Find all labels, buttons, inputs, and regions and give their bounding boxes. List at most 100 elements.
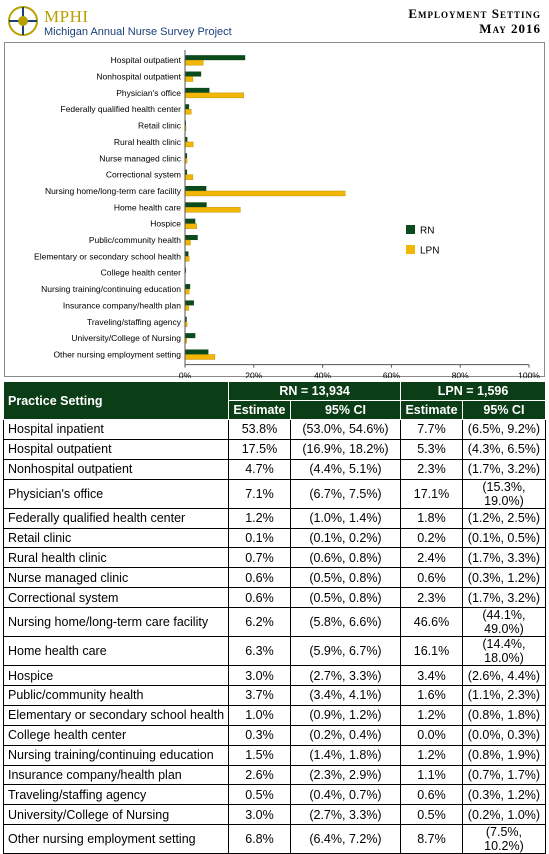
- bar-lpn: [184, 223, 197, 229]
- cell-lpn-estimate: 0.2%: [400, 527, 463, 549]
- cell-lpn-estimate: 16.1%: [400, 636, 463, 667]
- x-tick-label: 0%: [179, 371, 192, 378]
- legend-swatch-rn: [406, 225, 415, 234]
- table-row: Nursing home/long-term care facility 6.2%…: [2, 607, 547, 638]
- cell-rn-estimate: 0.6%: [228, 587, 291, 609]
- bar-lpn: [184, 141, 194, 148]
- table-row: Retail clinic 0.1% (0.1%, 0.2%) 0.2% (0.1%, …: [2, 527, 547, 549]
- col-group-lpn: LPN = 1,596: [400, 381, 546, 401]
- bar-rn: [185, 136, 188, 142]
- cell-lpn-estimate: 46.6%: [400, 607, 463, 638]
- category-label: University/College of Nursing: [71, 333, 181, 343]
- cell-lpn-ci: (1.7%, 3.3%): [461, 547, 547, 569]
- cell-lpn-estimate: 5.3%: [400, 438, 463, 460]
- cell-setting: Insurance company/health plan: [2, 764, 230, 786]
- table-row: Nurse managed clinic 0.6% (0.5%, 0.8%) 0.6%…: [2, 567, 547, 589]
- cell-setting: Nursing training/continuing education: [2, 744, 230, 766]
- x-tick-label: 20%: [245, 371, 262, 378]
- cell-setting: Federally qualified health center: [2, 507, 230, 529]
- cell-rn-ci: (53.0%, 54.6%): [289, 419, 402, 440]
- cell-setting: Physician's office: [2, 478, 230, 509]
- cell-lpn-ci: (6.5%, 9.2%): [461, 419, 547, 440]
- page-title: Employment Setting May 2016: [408, 6, 541, 36]
- cell-lpn-ci: (14.4%, 18.0%): [461, 636, 547, 667]
- table-row: Correctional system 0.6% (0.5%, 0.8%) 2.3%(…: [2, 587, 547, 609]
- bar-lpn: [184, 92, 245, 99]
- cell-rn-ci: (0.9%, 1.2%): [289, 704, 402, 726]
- bar-lpn: [184, 207, 241, 213]
- cell-rn-ci: (0.5%, 0.8%): [289, 567, 402, 589]
- cell-lpn-ci: (1.7%, 3.2%): [461, 587, 547, 609]
- cell-rn-estimate: 1.2%: [228, 507, 291, 529]
- cell-setting: Hospital outpatient: [2, 438, 230, 460]
- logo-subtitle: Michigan Annual Nurse Survey Project: [44, 26, 232, 38]
- category-label: Traveling/staffing agency: [87, 317, 182, 327]
- cell-rn-ci: (2.7%, 3.3%): [289, 665, 402, 687]
- cell-rn-ci: (5.8%, 6.6%): [289, 607, 402, 638]
- col-header-setting: Practice Setting: [2, 381, 230, 420]
- cell-lpn-ci: (0.7%, 1.7%): [461, 764, 547, 786]
- table-row: Hospital inpatient 53.8% (53.0%, 54.6%) 7.7…: [2, 419, 547, 440]
- cell-rn-ci: (3.4%, 4.1%): [289, 685, 402, 706]
- cell-setting: Correctional system: [2, 587, 230, 609]
- cell-setting: Public/community health: [2, 685, 230, 706]
- cell-rn-estimate: 6.3%: [228, 636, 291, 667]
- cell-lpn-estimate: 1.2%: [400, 744, 463, 766]
- cell-setting: College health center: [2, 724, 230, 746]
- cell-rn-ci: (4.4%, 5.1%): [289, 458, 402, 480]
- table-row: Home health care 6.3% (5.9%, 6.7%) 16.1% (14…: [2, 636, 547, 667]
- table-row: Hospital outpatient 17.5% (16.9%, 18.2%) 5.…: [2, 438, 547, 460]
- cell-setting: Nurse managed clinic: [2, 567, 230, 589]
- x-tick-label: 100%: [518, 371, 540, 378]
- page-title-line2: May 2016: [479, 21, 541, 36]
- cell-lpn-estimate: 3.4%: [400, 665, 463, 687]
- bar-rn: [185, 87, 210, 93]
- bar-rn: [185, 333, 196, 339]
- cell-rn-ci: (6.4%, 7.2%): [289, 824, 402, 854]
- cell-rn-estimate: 4.7%: [228, 458, 291, 480]
- category-label: Federally qualified health center: [61, 104, 182, 114]
- cell-lpn-ci: (4.3%, 6.5%): [461, 438, 547, 460]
- cell-lpn-ci: (44.1%, 49.0%): [461, 607, 547, 638]
- category-label: Physician's office: [116, 88, 181, 98]
- cell-rn-estimate: 1.5%: [228, 744, 291, 766]
- cell-rn-ci: (1.0%, 1.4%): [289, 507, 402, 529]
- cell-rn-estimate: 0.1%: [228, 527, 291, 549]
- cell-rn-ci: (0.6%, 0.8%): [289, 547, 402, 569]
- cell-rn-estimate: 3.0%: [228, 804, 291, 826]
- bar-lpn: [184, 305, 189, 311]
- cell-rn-ci: (0.4%, 0.7%): [289, 784, 402, 806]
- cell-rn-ci: (0.5%, 0.8%): [289, 587, 402, 609]
- cell-setting: Other nursing employment setting: [2, 824, 230, 854]
- x-tick-label: 40%: [314, 371, 331, 378]
- cell-rn-estimate: 7.1%: [228, 478, 291, 509]
- logo-wordmark: MPHI: [44, 7, 89, 26]
- table-row: Nursing training/continuing education 1.5…: [2, 744, 547, 766]
- bar-lpn: [184, 288, 190, 295]
- category-label: Nurse managed clinic: [99, 153, 181, 163]
- bar-rn: [185, 284, 191, 290]
- category-label: Nursing home/long-term care facility: [45, 186, 182, 196]
- cell-lpn-ci: (0.8%, 1.9%): [461, 744, 547, 766]
- legend-swatch-lpn: [406, 245, 415, 254]
- bar-lpn: [184, 256, 190, 262]
- cell-lpn-ci: (7.5%, 10.2%): [461, 824, 547, 854]
- cell-rn-estimate: 6.8%: [228, 824, 291, 854]
- cell-lpn-estimate: 7.7%: [400, 419, 463, 440]
- cell-lpn-estimate: 0.0%: [400, 724, 463, 746]
- bar-rn: [185, 169, 188, 175]
- category-label: Correctional system: [106, 170, 181, 180]
- cell-lpn-estimate: 8.7%: [400, 824, 463, 854]
- bar-rn: [185, 349, 209, 355]
- category-label: Other nursing employment setting: [53, 349, 181, 359]
- cell-lpn-ci: (1.1%, 2.3%): [461, 685, 547, 706]
- cell-rn-estimate: 17.5%: [228, 438, 291, 460]
- category-label: Hospital outpatient: [111, 55, 182, 65]
- table-row: Elementary or secondary school health 1.0…: [2, 704, 547, 726]
- cell-setting: Rural health clinic: [2, 547, 230, 569]
- data-table: Practice Setting RN = 13,934 LPN = 1,596…: [2, 381, 547, 854]
- bar-rn: [185, 153, 188, 159]
- cell-lpn-estimate: 1.2%: [400, 704, 463, 726]
- cell-lpn-ci: (0.2%, 1.0%): [461, 804, 547, 826]
- cell-rn-estimate: 3.0%: [228, 665, 291, 687]
